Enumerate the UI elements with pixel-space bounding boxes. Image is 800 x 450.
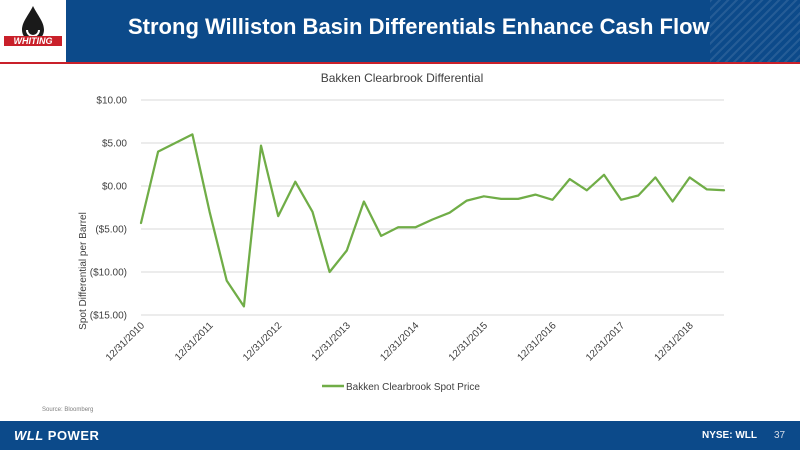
footer-bar xyxy=(0,421,800,450)
x-tick-label: 12/31/2016 xyxy=(515,320,558,363)
page-number: 37 xyxy=(774,430,786,441)
x-tick-label: 12/31/2015 xyxy=(447,320,490,363)
page-title: Strong Williston Basin Differentials Enh… xyxy=(128,14,710,39)
brand-suffix: POWER xyxy=(43,428,100,443)
footer-brand: WLL POWER xyxy=(14,428,99,443)
y-tick-label: $0.00 xyxy=(102,182,127,193)
oil-drop-icon xyxy=(22,6,44,41)
header-stripe-decoration xyxy=(710,0,800,62)
y-tick-label: ($5.00) xyxy=(95,225,127,236)
y-tick-label: ($15.00) xyxy=(90,311,127,322)
x-tick-label: 12/31/2013 xyxy=(310,320,353,363)
y-tick-label: $10.00 xyxy=(96,96,127,107)
stock-ticker: NYSE: WLL xyxy=(702,430,757,441)
series-line xyxy=(139,133,726,308)
line-chart: Bakken Clearbrook Differential Spot Diff… xyxy=(78,71,726,393)
x-tick-label: 12/31/2018 xyxy=(653,320,696,363)
header-bar xyxy=(0,0,800,62)
x-tick-label: 12/31/2012 xyxy=(241,320,284,363)
source-note: Source: Bloomberg xyxy=(42,407,94,413)
x-tick-label: 12/31/2014 xyxy=(378,320,421,363)
y-axis-label: Spot Differential per Barrel xyxy=(78,212,89,330)
logo-wordmark: WHITING xyxy=(4,36,62,46)
chart-title: Bakken Clearbrook Differential xyxy=(321,71,484,85)
y-tick-label: $5.00 xyxy=(102,139,127,150)
x-tick-label: 12/31/2011 xyxy=(173,320,216,363)
x-tick-label: 12/31/2017 xyxy=(584,320,627,363)
company-logo: WHITING xyxy=(0,0,66,62)
brand-prefix: WLL xyxy=(14,428,44,443)
legend-label: Bakken Clearbrook Spot Price xyxy=(346,382,480,393)
header-accent-line xyxy=(0,62,800,64)
y-tick-label: ($10.00) xyxy=(90,268,127,279)
x-tick-label: 12/31/2010 xyxy=(104,320,147,363)
